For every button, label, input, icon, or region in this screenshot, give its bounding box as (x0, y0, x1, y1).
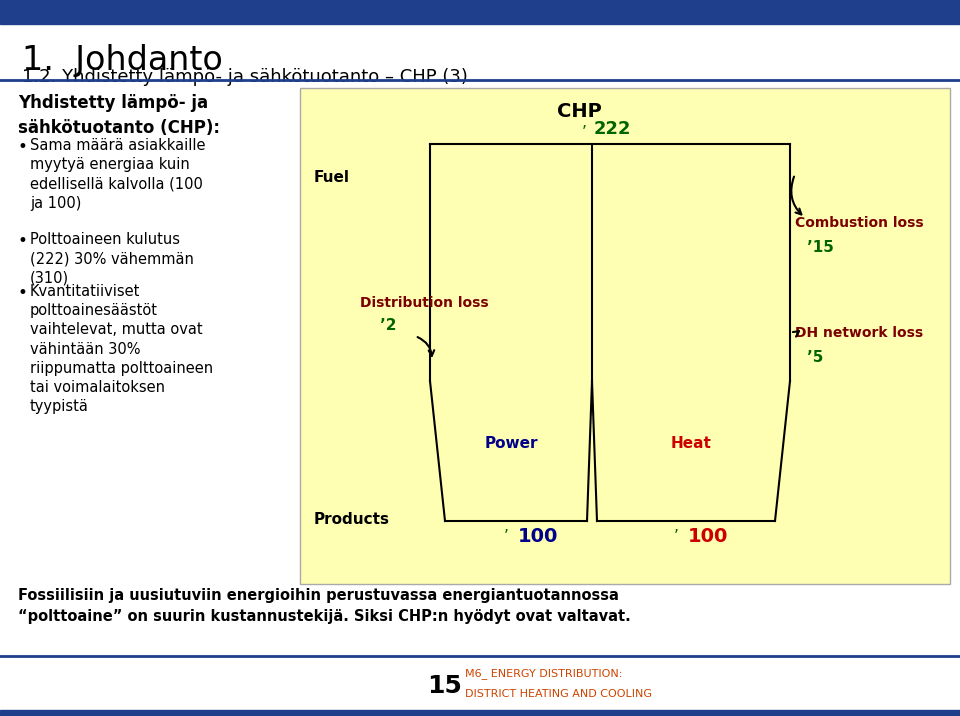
Bar (0, 656, 960, 716)
Text: Combustion loss: Combustion loss (795, 216, 924, 230)
Text: ʼ: ʼ (504, 529, 509, 544)
Bar (0, 0, 960, 24)
Text: DH network loss: DH network loss (795, 326, 924, 340)
Text: 100: 100 (688, 527, 729, 546)
Text: Power: Power (484, 435, 538, 450)
Text: 100: 100 (518, 527, 559, 546)
Text: Products: Products (314, 511, 390, 526)
Bar (300, 88, 950, 584)
Text: 1.  Johdanto: 1. Johdanto (22, 44, 223, 77)
Text: 222: 222 (594, 120, 632, 138)
Text: 1.2. Yhdistetty lämpö- ja sähkötuotanto – CHP (3): 1.2. Yhdistetty lämpö- ja sähkötuotanto … (22, 68, 468, 86)
Text: Fuel: Fuel (314, 170, 350, 185)
Bar (0, 710, 960, 716)
Text: •: • (18, 284, 28, 302)
Text: ʼ2: ʼ2 (380, 318, 396, 333)
Text: ʼ: ʼ (674, 529, 679, 544)
Text: Yhdistetty lämpö- ja
sähkötuotanto (CHP):: Yhdistetty lämpö- ja sähkötuotanto (CHP)… (18, 94, 220, 137)
Text: CHP: CHP (557, 102, 602, 121)
Text: •: • (18, 232, 28, 250)
Text: DISTRICT HEATING AND COOLING: DISTRICT HEATING AND COOLING (465, 689, 652, 699)
Text: Heat: Heat (671, 435, 711, 450)
Text: Sama määrä asiakkaille
myytyä energiaa kuin
edellisellä kalvolla (100
ja 100): Sama määrä asiakkaille myytyä energiaa k… (30, 138, 205, 211)
Text: Fossiilisiin ja uusiutuviin energioihin perustuvassa energiantuotannossa
“poltto: Fossiilisiin ja uusiutuviin energioihin … (18, 588, 631, 624)
Text: ʼ15: ʼ15 (807, 240, 834, 255)
Text: ʼ5: ʼ5 (807, 350, 824, 365)
Text: Distribution loss: Distribution loss (360, 296, 489, 310)
Text: •: • (18, 138, 28, 156)
Text: Kvantitatiiviset
polttoainesäästöt
vaihtelevat, mutta ovat
vähintään 30%
riippum: Kvantitatiiviset polttoainesäästöt vaiht… (30, 284, 213, 414)
Text: 15: 15 (427, 674, 463, 698)
Text: Polttoaineen kulutus
(222) 30% vähemmän
(310): Polttoaineen kulutus (222) 30% vähemmän … (30, 232, 194, 286)
Text: ʼ: ʼ (582, 125, 587, 140)
Text: M6_ ENERGY DISTRIBUTION:: M6_ ENERGY DISTRIBUTION: (465, 669, 622, 679)
